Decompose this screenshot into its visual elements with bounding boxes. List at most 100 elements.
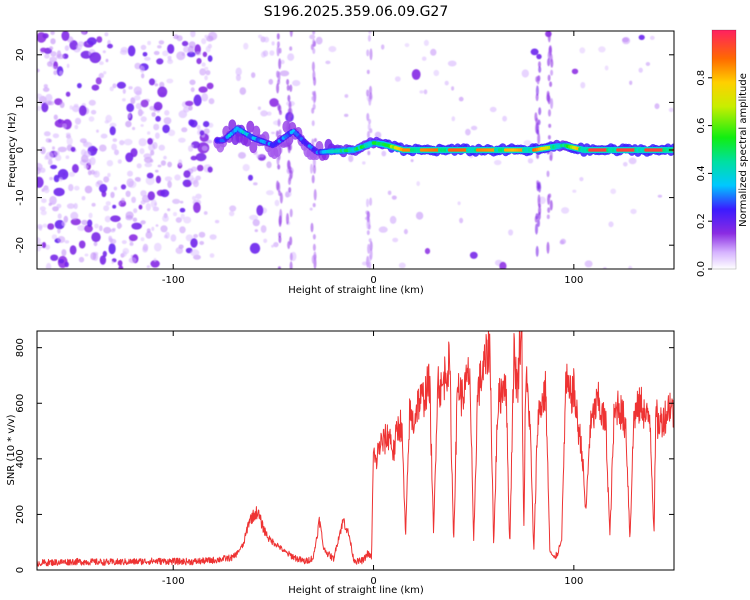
spectrogram-noise-blob — [62, 123, 67, 129]
spectrogram-noise-blob — [536, 54, 541, 59]
spectrogram-streak — [549, 47, 552, 53]
spectrogram-noise-blob — [416, 181, 420, 186]
spectrogram-noise-blob — [99, 184, 107, 193]
spectrogram-noise-blob — [189, 80, 195, 86]
spectrogram-noise-blob — [181, 127, 187, 132]
spectrogram-noise-blob — [243, 43, 248, 50]
spectrogram-noise-blob — [84, 151, 91, 158]
spectrogram-noise-blob — [118, 159, 122, 164]
spectrogram-noise-blob — [392, 238, 398, 243]
spectrogram-noise-blob — [103, 176, 109, 182]
spectrogram-noise-blob — [141, 200, 146, 204]
spectrogram-noise-blob — [128, 45, 136, 56]
spectrogram-noise-blob — [206, 46, 211, 53]
spectrogram-noise-blob — [68, 184, 73, 191]
spectrogram-noise-blob — [197, 165, 204, 172]
spectrogram-noise-blob — [131, 223, 142, 230]
spectrogram-noise-blob — [114, 187, 118, 191]
spectrogram-noise-blob — [160, 225, 167, 232]
spectrogram-noise-blob — [261, 225, 267, 233]
spectrogram-streak — [366, 90, 369, 97]
spectrogram-noise-blob — [127, 171, 133, 177]
spectrogram-noise-blob — [269, 79, 274, 85]
snr-y-tick-label: 0 — [15, 567, 26, 573]
spectrogram-noise-blob — [56, 204, 61, 209]
spectrogram-noise-blob — [197, 125, 201, 130]
spectrogram-noise-blob — [490, 107, 497, 112]
spectrogram-streak — [276, 181, 279, 191]
spectrogram-y-tick-label: -20 — [15, 237, 26, 253]
spectrogram-noise-blob — [572, 190, 576, 193]
spectrogram-noise-blob — [94, 224, 99, 229]
spectrogram-noise-blob — [74, 125, 78, 130]
spectrogram-streak — [367, 70, 370, 74]
spectrogram-streak — [367, 151, 370, 156]
spectrogram-noise-blob — [87, 220, 92, 227]
spectrogram-noise-blob — [50, 51, 56, 57]
spectrogram-noise-blob — [58, 147, 67, 153]
spectrogram-noise-blob — [399, 263, 406, 269]
spectrogram-noise-blob — [99, 61, 104, 65]
snr-x-axis-label: Height of straight line (km) — [288, 585, 424, 596]
spectrogram-noise-blob — [192, 196, 196, 200]
colorbar-tick-label: 0.0 — [696, 261, 707, 277]
spectrogram-noise-blob — [109, 243, 116, 254]
spectrogram-noise-blob — [141, 45, 147, 50]
spectrogram-noise-blob — [199, 241, 204, 245]
spectrogram-noise-blob — [655, 103, 660, 109]
spectrogram-noise-blob — [157, 45, 162, 48]
spectrogram-noise-blob — [99, 145, 107, 152]
spectrogram-streak — [536, 246, 539, 257]
spectrogram-noise-blob — [65, 262, 69, 268]
spectrogram-noise-blob — [209, 98, 215, 104]
spectrogram-noise-blob — [58, 119, 62, 124]
spectrogram-noise-blob — [204, 35, 208, 38]
spectrogram-noise-blob — [112, 205, 116, 209]
spectrogram-streak — [287, 85, 290, 91]
spectrogram-noise-blob — [53, 66, 57, 69]
colorbar-tick-label: 0.8 — [696, 70, 707, 86]
spectrogram-noise-blob — [522, 69, 529, 77]
spectrogram-x-axis-label: Height of straight line (km) — [288, 285, 424, 296]
spectrogram-noise-blob — [111, 144, 117, 151]
spectrogram-noise-blob — [49, 46, 53, 50]
spectrogram-noise-blob — [155, 170, 159, 173]
spectrogram-noise-blob — [103, 50, 106, 53]
spectrogram-noise-blob — [585, 260, 593, 267]
spectrogram-noise-blob — [164, 117, 172, 124]
spectrogram-noise-blob — [459, 97, 464, 102]
spectrogram-noise-blob — [167, 208, 170, 211]
spectrogram-noise-blob — [133, 218, 137, 222]
snr-x-tick-label: -100 — [162, 576, 185, 587]
spectrogram-noise-blob — [379, 226, 388, 232]
spectrogram-noise-blob — [362, 161, 366, 164]
spectrogram-noise-blob — [196, 58, 201, 64]
spectrogram-noise-blob — [72, 164, 79, 173]
spectrogram-noise-blob — [191, 87, 195, 92]
spectrogram-noise-blob — [66, 92, 71, 97]
spectrogram-noise-blob — [142, 246, 148, 252]
spectrogram-noise-blob — [309, 35, 315, 40]
spectrogram-noise-blob — [199, 232, 206, 238]
snr-panel: -100 0 100 0200400600800 Height of straigh… — [6, 322, 674, 597]
spectrogram-noise-blob — [172, 199, 180, 204]
spectrogram-streak — [313, 203, 316, 207]
spectrogram-noise-blob — [264, 37, 269, 43]
spectrogram-streak — [550, 98, 553, 109]
spectrogram-noise-blob — [140, 148, 145, 154]
spectrogram-noise-blob — [271, 132, 275, 134]
spectrogram-noise-blob — [122, 251, 127, 257]
spectrogram-noise-blob — [67, 203, 75, 209]
spectrogram-noise-blob — [51, 201, 54, 204]
spectrogram-streak — [549, 81, 552, 87]
spectrogram-noise-blob — [610, 189, 616, 195]
spectrogram-noise-blob — [59, 177, 63, 181]
spectrogram-noise-blob — [65, 45, 69, 51]
spectrogram-noise-blob — [159, 40, 165, 44]
spectrogram-noise-blob — [185, 101, 193, 106]
spectrogram-noise-blob — [110, 215, 121, 222]
spectrogram-noise-blob — [199, 86, 208, 92]
spectrogram-noise-blob — [156, 176, 161, 184]
spectrogram-streak — [537, 76, 540, 85]
spectrogram-noise-blob — [106, 201, 111, 206]
